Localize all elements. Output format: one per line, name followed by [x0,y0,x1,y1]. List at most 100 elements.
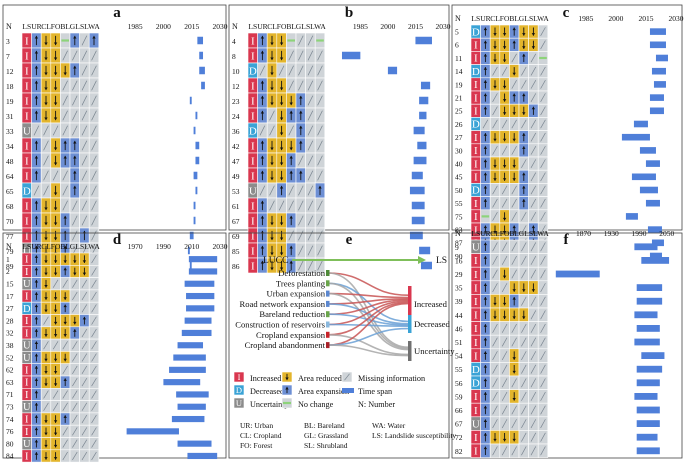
arrow-down-icon [44,309,48,313]
missing-slash [511,198,517,208]
column-header: UR [257,22,267,31]
time-span-bar [645,199,660,207]
missing-slash [62,80,68,91]
arrow-down-icon [502,302,507,306]
missing-slash [511,242,517,252]
column-header: FO [51,22,61,31]
time-span-bar [641,352,665,359]
arrow-up-icon [483,419,488,422]
year-tick-label: 1990 [156,242,171,251]
year-tick-label: 1985 [578,14,593,23]
panel-d: d N LS UR CL FO BL GL SL WA 1970 1990 2010 2030 1 I 2 I 15… [2,232,228,463]
ls-cell [233,371,245,383]
arrow-up-icon [63,140,67,144]
sankey-source-label: Construction of reservoirs [235,320,325,330]
ls-letter: I [25,291,29,302]
missing-slash [91,185,97,196]
missing-slash [307,95,314,106]
missing-slash [81,439,88,448]
arrow-down-icon [63,321,67,325]
ls-letter: I [474,255,478,267]
year-tick-label: 2015 [408,22,423,31]
year-tick-label: 2010 [184,242,199,251]
arrow-up-icon [34,255,39,258]
missing-slash [62,170,68,181]
missing-slash [72,341,78,350]
arrow-up-icon [483,324,488,327]
missing-slash [72,451,78,461]
arrow-down-icon [502,85,507,89]
ls-letter: I [25,81,29,93]
arrow-up-icon [63,245,67,249]
arrow-down-icon [502,33,507,36]
arrow-down-icon [53,102,58,106]
arrow-down-icon [270,177,274,181]
arrow-up-icon [299,125,303,129]
time-span-bar [186,292,215,300]
year-tick-label: 2015 [638,14,653,23]
time-span-bar [409,186,425,195]
row-number: 19 [6,97,14,106]
arrow-down-icon [522,316,526,320]
missing-slash [43,185,49,196]
missing-slash [81,279,88,288]
time-span-bar [413,156,427,165]
row-number: 86 [232,262,240,271]
row-number: 79 [6,247,14,256]
ls-letter: I [25,255,29,266]
arrow-up-icon [483,283,488,286]
ls-letter: I [25,216,29,228]
panel-frame [451,232,683,459]
arrow-up-icon [483,337,488,341]
arrow-down-icon [522,33,526,36]
missing-slash [62,341,68,350]
row-number: 42 [232,142,240,151]
arrow-down-icon [73,272,77,276]
missing-slash [269,200,275,211]
column-header: LS [22,22,31,31]
missing-slash [540,405,546,415]
missing-slash [511,337,517,347]
missing-slash [81,402,88,411]
column-header: LS [248,22,257,31]
column-header: SL [80,242,89,251]
time-span-bar [195,186,198,195]
arrow-down-icon [502,316,507,320]
abbreviation-text: UR: Urban [240,421,273,430]
panel-frame [451,4,683,231]
missing-slash [72,402,78,411]
arrow-up-icon [260,80,265,84]
missing-slash [501,146,508,155]
arrow-down-icon [531,289,536,292]
arrow-down-icon [289,102,293,106]
arrow-up-icon [34,353,39,357]
missing-slash [81,353,88,362]
column-header: LS [22,242,31,251]
column-header: SL [306,22,315,31]
missing-slash [511,80,517,89]
missing-slash [530,185,537,195]
panel-frame [228,232,450,459]
missing-slash [298,200,304,211]
row-number: 16 [455,256,463,265]
row-number: 77 [6,232,14,241]
arrow-up-icon [260,35,265,39]
legend-label: Missing information [358,374,425,383]
missing-slash [530,159,537,168]
time-span-bar [195,156,200,165]
time-span-bar [419,96,429,105]
missing-slash [530,172,537,182]
time-span-bar [634,393,658,400]
column-header: CL [267,22,277,31]
ls-letter: I [25,328,29,339]
missing-slash [530,66,537,76]
missing-slash [43,140,49,151]
row-number: 73 [6,402,14,411]
missing-slash [307,170,314,181]
missing-slash [511,185,517,195]
panel-f: f N LS UR CL FO BL GL SL WA 1870 1930 1990 2050 9 U 16 I 2… [451,229,683,459]
ls-cell [233,384,245,396]
missing-slash [501,391,508,401]
